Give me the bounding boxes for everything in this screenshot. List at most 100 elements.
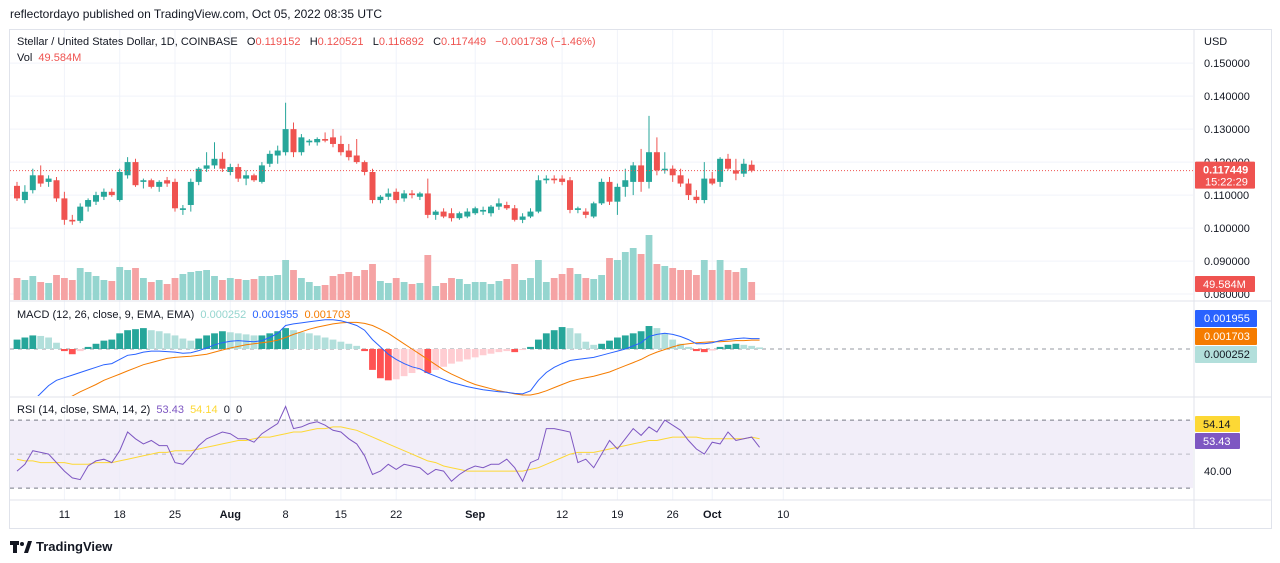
candle[interactable] [235, 163, 242, 182]
candle[interactable] [251, 173, 257, 182]
candle[interactable] [606, 176, 613, 205]
candle[interactable] [543, 175, 550, 184]
candle[interactable] [590, 201, 597, 219]
candle[interactable] [646, 115, 652, 189]
candle[interactable] [345, 143, 352, 161]
candle[interactable] [432, 209, 439, 220]
candle[interactable] [685, 178, 692, 201]
candle[interactable] [511, 204, 518, 222]
candle[interactable] [488, 204, 494, 217]
candle[interactable] [732, 158, 739, 181]
candle[interactable] [582, 208, 589, 219]
candle[interactable] [385, 188, 392, 201]
candle[interactable] [132, 158, 139, 187]
volume-bar [637, 254, 645, 300]
candle[interactable] [187, 178, 194, 212]
candle[interactable] [464, 208, 471, 219]
candle[interactable] [290, 122, 297, 158]
candle[interactable] [661, 152, 668, 174]
candle[interactable] [361, 160, 368, 176]
candle[interactable] [45, 175, 52, 187]
candle[interactable] [179, 204, 186, 215]
candle[interactable] [638, 148, 645, 192]
candle[interactable] [93, 191, 99, 205]
candle[interactable] [393, 188, 400, 204]
candle[interactable] [266, 150, 273, 168]
candle[interactable] [14, 181, 20, 202]
candle[interactable] [306, 139, 313, 146]
candle-body [464, 211, 471, 217]
candle[interactable] [440, 208, 447, 219]
candle[interactable] [567, 176, 573, 214]
candle[interactable] [164, 176, 171, 187]
candle[interactable] [551, 175, 558, 184]
candle[interactable] [559, 175, 566, 186]
candle[interactable] [495, 198, 502, 210]
candle[interactable] [527, 208, 534, 219]
tradingview-logo[interactable]: TradingView [10, 539, 112, 554]
candle[interactable] [227, 163, 234, 176]
candle-body [195, 168, 202, 182]
candle[interactable] [535, 175, 542, 214]
candle[interactable] [717, 157, 724, 187]
candle[interactable] [69, 214, 76, 225]
candle[interactable] [258, 162, 265, 184]
candle[interactable] [61, 191, 68, 225]
candle[interactable] [337, 135, 344, 156]
candle-body [243, 175, 250, 179]
candle[interactable] [322, 132, 329, 143]
candle[interactable] [29, 168, 36, 194]
candle[interactable] [401, 190, 408, 202]
candle[interactable] [353, 139, 360, 164]
candle[interactable] [53, 176, 60, 202]
candle[interactable] [574, 206, 581, 214]
candle[interactable] [448, 208, 455, 222]
candle[interactable] [148, 178, 155, 189]
candle[interactable] [100, 188, 107, 201]
candle[interactable] [424, 178, 431, 219]
candle[interactable] [282, 102, 289, 156]
candle[interactable] [409, 190, 415, 199]
candle[interactable] [653, 137, 660, 176]
candle[interactable] [456, 211, 463, 220]
candle[interactable] [77, 203, 84, 224]
candle[interactable] [274, 145, 281, 164]
candle[interactable] [116, 168, 123, 202]
candle[interactable] [156, 180, 163, 192]
candle[interactable] [85, 198, 92, 212]
candle[interactable] [472, 206, 479, 215]
candle[interactable] [203, 152, 210, 172]
candle[interactable] [140, 178, 147, 189]
candle[interactable] [630, 162, 637, 196]
candle[interactable] [480, 206, 487, 215]
candle[interactable] [677, 168, 684, 187]
candle[interactable] [701, 162, 708, 204]
candle[interactable] [416, 191, 423, 201]
candle[interactable] [124, 157, 131, 179]
candle[interactable] [37, 165, 44, 187]
candle[interactable] [740, 158, 747, 177]
candle[interactable] [622, 168, 629, 197]
candle[interactable] [211, 142, 218, 169]
candle[interactable] [298, 134, 305, 156]
candle[interactable] [369, 168, 376, 204]
candle[interactable] [669, 165, 676, 182]
candle[interactable] [725, 153, 731, 171]
candle[interactable] [195, 167, 202, 186]
candle[interactable] [503, 201, 510, 210]
volume-bar [558, 274, 566, 300]
candle[interactable] [243, 170, 250, 186]
candle[interactable] [519, 213, 526, 224]
candle[interactable] [377, 195, 384, 204]
candle[interactable] [598, 178, 605, 205]
candle[interactable] [614, 183, 621, 215]
candle[interactable] [219, 152, 226, 172]
candle[interactable] [108, 188, 115, 197]
candle[interactable] [709, 172, 716, 186]
candle[interactable] [172, 178, 178, 212]
candle[interactable] [21, 185, 28, 204]
candle[interactable] [330, 129, 336, 148]
candle[interactable] [693, 190, 700, 204]
candle[interactable] [314, 137, 321, 146]
